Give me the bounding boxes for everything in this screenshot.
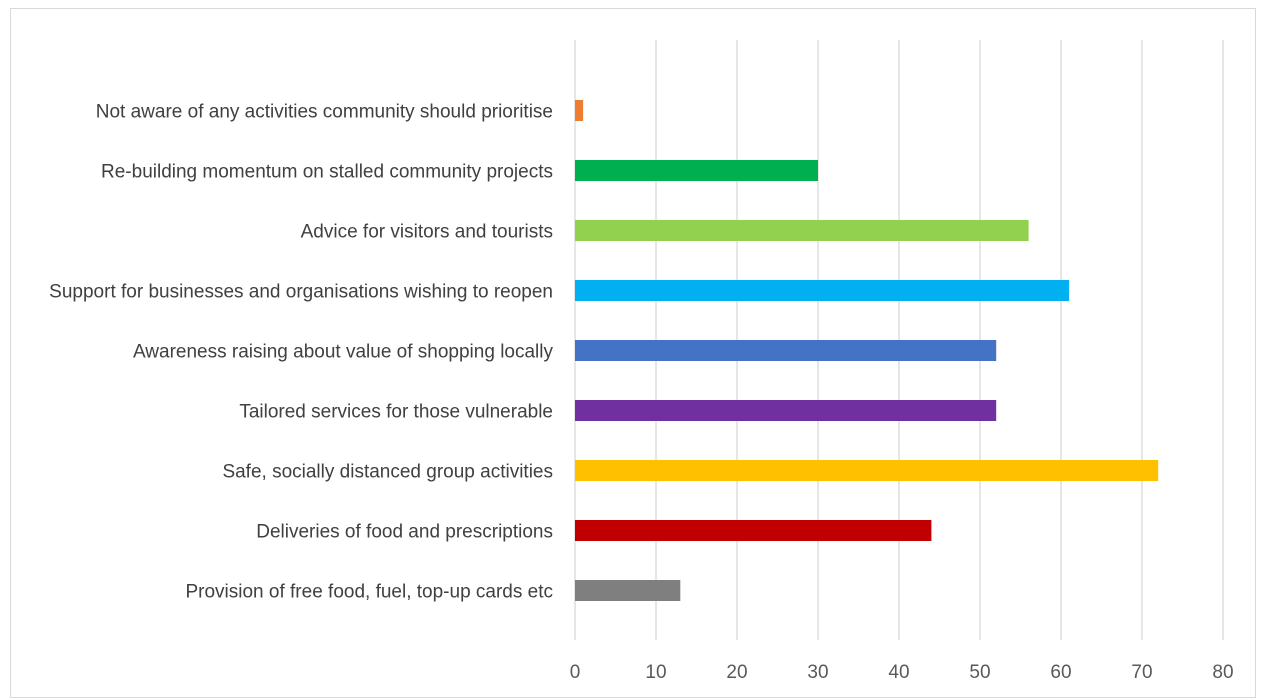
bar	[575, 160, 818, 181]
x-tick-label: 0	[570, 662, 581, 683]
x-tick-label: 60	[1050, 662, 1071, 683]
category-label: Re-building momentum on stalled communit…	[101, 162, 553, 183]
bar	[575, 520, 932, 541]
x-axis-ticks: 0 10 20 30 40 50 60 70 80	[570, 662, 1234, 683]
x-tick-label: 40	[888, 662, 909, 683]
bar	[575, 580, 681, 601]
x-tick-label: 70	[1131, 662, 1152, 683]
category-label: Safe, socially distanced group activitie…	[222, 462, 553, 483]
category-label: Provision of free food, fuel, top-up car…	[185, 582, 553, 603]
category-labels: Not aware of any activities community sh…	[49, 102, 553, 603]
x-tick-label: 50	[969, 662, 990, 683]
x-tick-label: 20	[726, 662, 747, 683]
x-tick-label: 10	[645, 662, 666, 683]
bars	[575, 100, 1159, 601]
bar	[575, 340, 997, 361]
bar	[575, 220, 1029, 241]
category-label: Awareness raising about value of shoppin…	[133, 342, 554, 363]
category-label: Support for businesses and organisations…	[49, 282, 553, 303]
category-label: Deliveries of food and prescriptions	[256, 522, 553, 543]
category-label: Not aware of any activities community sh…	[96, 102, 553, 123]
bar	[575, 460, 1159, 481]
x-tick-label: 30	[807, 662, 828, 683]
category-label: Tailored services for those vulnerable	[239, 402, 553, 423]
x-tick-label: 80	[1212, 662, 1233, 683]
bar	[575, 100, 584, 121]
category-label: Advice for visitors and tourists	[301, 222, 553, 243]
bar	[575, 280, 1070, 301]
bar	[575, 400, 997, 421]
